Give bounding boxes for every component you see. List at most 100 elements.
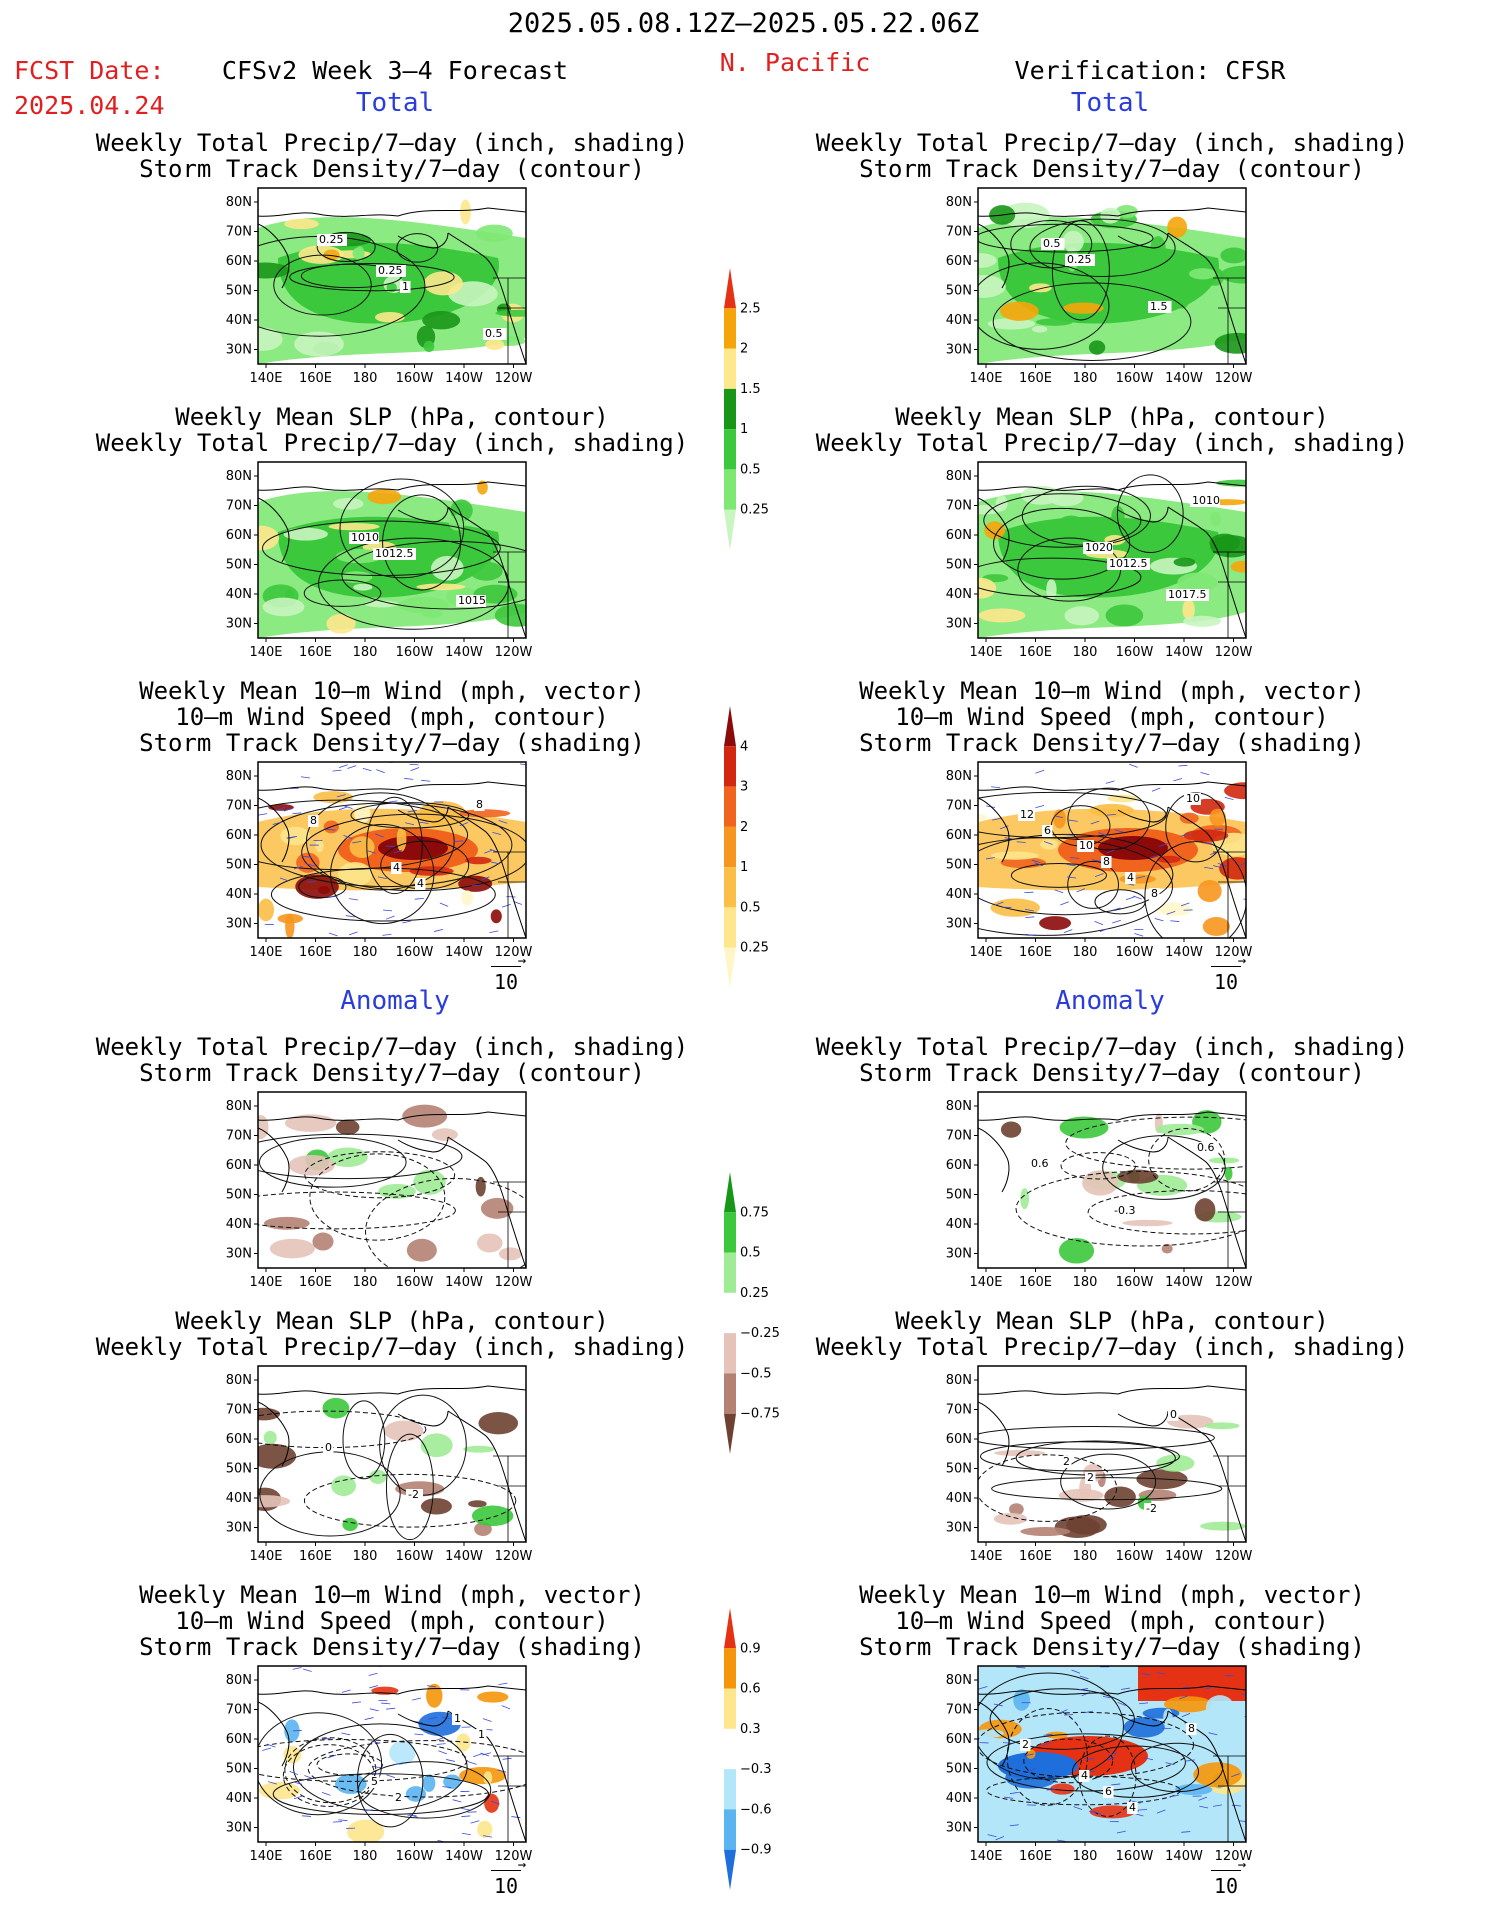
colorbar-segment — [724, 1373, 736, 1414]
lon-tick-label: 120W — [495, 645, 533, 660]
panel-title-f_anom_precip-2: Storm Track Density/7–day (contour) — [139, 1059, 645, 1087]
lon-tick-label: 120W — [1215, 645, 1253, 660]
svg-text:8: 8 — [476, 798, 483, 811]
svg-text:-2: -2 — [408, 1488, 419, 1501]
lon-tick-label: 140W — [1165, 645, 1203, 660]
colorbar-level-label: 0.5 — [740, 1246, 761, 1261]
lat-tick-label: 50N — [946, 1762, 972, 1777]
lon-tick-label: 120W — [495, 371, 533, 386]
lat-tick-label: 50N — [226, 1188, 252, 1203]
lon-tick-label: 180 — [1073, 1549, 1098, 1564]
svg-text:0.6: 0.6 — [1197, 1141, 1215, 1154]
colorbar-level-label: −0.5 — [740, 1366, 772, 1381]
lon-tick-label: 160W — [396, 645, 434, 660]
svg-text:4: 4 — [393, 861, 400, 874]
panel-v_total_precip: 0.25 1.5 0.5 80N 70N 60N 50N 40N 30N 140E 160E 180 1… — [934, 184, 1292, 404]
colorbar-wrap-precip_total: 2.5 2 1.5 1 0.5 0.25 — [720, 268, 800, 564]
lon-tick-label: 160W — [1116, 645, 1154, 660]
contour-label-v_total_precip-2: 0.5 — [1041, 237, 1065, 250]
colorbar-segment — [724, 1212, 736, 1253]
svg-text:10: 10 — [1186, 792, 1200, 805]
contour-label-f_anom_wind-2: 5 — [369, 1775, 380, 1788]
lat-tick-label: 70N — [946, 225, 972, 240]
colorbar-segment — [724, 388, 736, 430]
contour-label-f_total_wind-2: 4 — [391, 861, 402, 874]
lon-tick-label: 160W — [1116, 1275, 1154, 1290]
panel-title-v_anom_slp-1: Weekly Mean SLP (hPa, contour) — [895, 1307, 1329, 1335]
lon-tick-label: 180 — [1073, 945, 1098, 960]
panel-f_total_slp: 1012.5 1015 1010 80N 70N 60N 50N 40N 30N 140E 160E… — [214, 458, 572, 678]
lat-tick-label: 50N — [946, 1188, 972, 1203]
colorbar-segment — [724, 1728, 736, 1770]
colorbar-wrap-storm_anom: 0.9 0.6 0.3 −0.3 −0.6 −0.9 — [720, 1608, 800, 1904]
colorbar-segment — [724, 1172, 736, 1213]
colorbar-level-label: −0.3 — [740, 1762, 772, 1777]
contour-label-v_total_wind-2: 4 — [1125, 871, 1136, 884]
lat-tick-label: 40N — [226, 1217, 252, 1232]
lat-tick-label: 30N — [946, 1247, 972, 1262]
contour-label-f_total_precip-3: 0.25 — [376, 264, 406, 277]
panel-v_anom_precip: 0.6 -0.3 0.6 80N 70N 60N 50N 40N 30N 140E 160E 180 1… — [934, 1088, 1292, 1308]
lat-tick-label: 50N — [946, 858, 972, 873]
lon-tick-label: 120W — [1215, 371, 1253, 386]
lat-tick-label: 30N — [226, 1521, 252, 1536]
lat-tick-label: 30N — [946, 917, 972, 932]
svg-text:1: 1 — [478, 1728, 485, 1741]
vector-reference-label-v_anom_wind: 10 — [1213, 1874, 1239, 1898]
lon-tick-label: 160W — [396, 371, 434, 386]
colorbar-level-label: 1.5 — [740, 382, 761, 397]
colorbar-storm_total: 4 3 2 1 0.5 0.25 — [724, 706, 769, 988]
lon-tick-label: 180 — [353, 1849, 378, 1864]
panel-title-v_total_wind-1: Weekly Mean 10–m Wind (mph, vector) — [859, 677, 1365, 705]
colorbar-level-label: −0.6 — [740, 1802, 772, 1817]
lat-tick-label: 40N — [946, 887, 972, 902]
svg-text:4: 4 — [1081, 1769, 1088, 1782]
lat-tick-label: 60N — [946, 828, 972, 843]
lon-tick-label: 120W — [1215, 1549, 1253, 1564]
svg-text:2: 2 — [1063, 1455, 1070, 1468]
panel-title-f_total_wind-3: Storm Track Density/7–day (shading) — [139, 729, 645, 757]
panel-title-f_total_wind-1: Weekly Mean 10–m Wind (mph, vector) — [139, 677, 645, 705]
panel-v_anom_slp: 2 0 2 -2 80N 70N 60N 50N 40N 30N 140E 160E 180 160W 14… — [934, 1362, 1292, 1582]
colorbar-level-label: 1 — [740, 860, 748, 875]
contour-label-v_total_wind-0: 8 — [1149, 887, 1160, 900]
colorbar-segment — [724, 469, 736, 510]
lat-tick-label: 40N — [946, 1491, 972, 1506]
lat-tick-label: 60N — [946, 1158, 972, 1173]
map-f_anom_precip: 80N 70N 60N 50N 40N 30N 140E 160E 180 160W 140W 120… — [226, 1091, 532, 1290]
panel-title-f_anom_precip-1: Weekly Total Precip/7–day (inch, shading… — [95, 1033, 689, 1061]
lon-tick-label: 160E — [1019, 371, 1052, 386]
svg-text:-0.3: -0.3 — [1114, 1204, 1135, 1217]
lon-tick-label: 160E — [1019, 1549, 1052, 1564]
colorbar-level-label: 0.3 — [740, 1722, 761, 1737]
colorbar-level-label: 0.5 — [740, 462, 761, 477]
lon-tick-label: 160E — [299, 945, 332, 960]
colorbar-segment — [724, 1608, 736, 1649]
panel-title-v_anom_slp-2: Weekly Total Precip/7–day (inch, shading… — [815, 1333, 1409, 1361]
map-v_total_precip: 0.25 1.5 0.5 80N 70N 60N 50N 40N 30N 140E 160E 180 1… — [946, 187, 1253, 386]
colorbar-level-label: 0.75 — [740, 1205, 769, 1220]
contour-label-f_total_slp-0: 1012.5 — [373, 547, 416, 560]
colorbar-level-label: 3 — [740, 780, 748, 795]
contour-label-f_total_wind-3: 8 — [474, 798, 485, 811]
svg-text:10: 10 — [1079, 839, 1093, 852]
lat-tick-label: 70N — [226, 499, 252, 514]
colorbar-segment — [724, 1413, 736, 1454]
map-f_total_precip: 0.25 1 0.5 0.25 80N 70N 60N 50N 40N 30N 140E 160E 18… — [226, 187, 533, 386]
contour-label-v_total_wind-6: 10 — [1077, 839, 1094, 852]
svg-text:0.25: 0.25 — [319, 233, 344, 246]
lon-tick-label: 180 — [353, 1549, 378, 1564]
contour-label-f_total_precip-2: 0.5 — [483, 327, 507, 340]
lat-tick-label: 30N — [226, 1821, 252, 1836]
lon-tick-label: 160W — [396, 1849, 434, 1864]
map-v_total_wind: 8 6 4 12 8 10 10 80N 70N 60N 50N 40N 30N 140E 160E 180 1… — [946, 761, 1252, 960]
panel-f_anom_slp: 0 -2 80N 70N 60N 50N 40N 30N 140E 160E 180 160W 140W… — [214, 1362, 572, 1582]
lon-tick-label: 140E — [969, 1849, 1002, 1864]
svg-text:0.6: 0.6 — [1031, 1157, 1049, 1170]
svg-text:1020: 1020 — [1085, 541, 1113, 554]
colorbar-segment — [724, 907, 736, 948]
colorbar-level-label: −0.75 — [740, 1407, 780, 1422]
contour-label-f_total_wind-1: 8 — [308, 814, 319, 827]
colorbar-segment — [724, 1292, 736, 1334]
section-anomaly-forecast: Anomaly — [340, 986, 450, 1016]
